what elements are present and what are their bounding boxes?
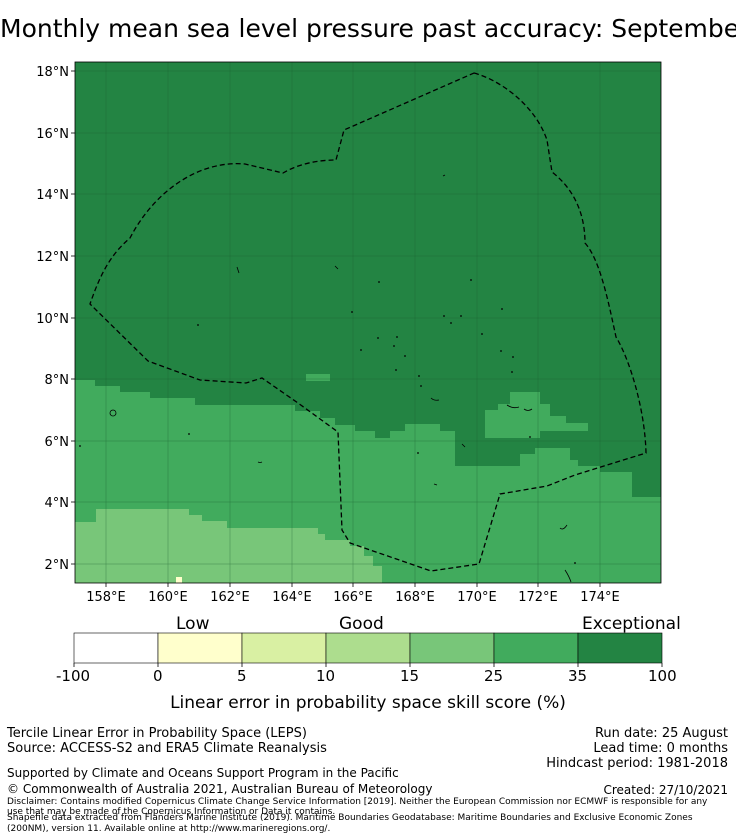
created-date: Created: 27/10/2021 (603, 783, 728, 797)
y-tick-label: 16°N (36, 127, 69, 142)
map-frame (74, 61, 662, 584)
disclaimer-line-1: Disclaimer: Contains modified Copernicus… (7, 797, 708, 807)
skill-band-15-25 (75, 509, 382, 583)
category-good: Good (339, 614, 384, 634)
x-tick-label: 170°E (457, 590, 497, 605)
x-tick-label: 160°E (148, 590, 188, 605)
x-tick-label: 174°E (580, 590, 620, 605)
skill-band-0-5-patch (176, 577, 182, 583)
colorbar-tick: 35 (568, 667, 588, 685)
x-tick-label: 168°E (395, 590, 435, 605)
colorbar-tick: 15 (400, 667, 420, 685)
skill-patch (306, 374, 330, 381)
colorbar-swatch (241, 632, 327, 664)
skill-band-25-35-east (485, 392, 588, 438)
colorbar (73, 632, 663, 667)
copyright: © Commonwealth of Australia 2021, Austra… (7, 782, 433, 796)
hindcast-period: Hindcast period: 1981-2018 (546, 756, 728, 771)
colorbar-tick: 5 (237, 667, 247, 685)
colorbar-swatch (493, 632, 579, 664)
product-name: Tercile Linear Error in Probability Spac… (7, 726, 307, 741)
eez-boundary (89, 72, 647, 572)
map-grid (75, 62, 661, 583)
y-tick-label: 18°N (36, 65, 69, 80)
category-low: Low (176, 614, 210, 634)
x-tick-label: 172°E (518, 590, 558, 605)
y-tick-label: 12°N (36, 250, 69, 265)
disclaimer-line-2: use that may be made of the Copernicus I… (7, 807, 336, 817)
islands (109, 174, 572, 583)
colorbar-swatch (409, 632, 495, 664)
colorbar-tick: 25 (484, 667, 504, 685)
data-source: Source: ACCESS-S2 and ERA5 Climate Reana… (7, 741, 327, 756)
skill-map (75, 62, 661, 583)
page-title: Monthly mean sea level pressure past acc… (0, 14, 736, 43)
colorbar-swatch (577, 632, 663, 664)
shapefile-line-2: (200NM), version 11. Available online at… (7, 824, 331, 834)
support-note: Supported by Climate and Oceans Support … (7, 766, 399, 780)
x-axis: 158°E 160°E 162°E 164°E 166°E 168°E 170°E 172°E… (86, 583, 620, 605)
y-tick-label: 14°N (36, 188, 69, 203)
category-exceptional: Exceptional (582, 614, 681, 634)
colorbar-swatch (73, 632, 159, 664)
y-tick-label: 8°N (45, 373, 70, 388)
run-date: Run date: 25 August (594, 726, 728, 741)
colorbar-swatch (157, 632, 243, 664)
x-tick-label: 162°E (210, 590, 250, 605)
colorbar-tick: 100 (648, 667, 677, 685)
y-tick-label: 4°N (45, 496, 70, 511)
shapefile-line-1: Shapefile data extracted from Flanders M… (7, 813, 693, 823)
colorbar-swatch (325, 632, 411, 664)
x-tick-label: 166°E (333, 590, 373, 605)
y-tick-label: 6°N (45, 435, 70, 450)
colorbar-label: Linear error in probability space skill … (170, 693, 566, 713)
colorbar-tick: 0 (153, 667, 163, 685)
y-axis: 18°N 16°N 14°N 12°N 10°N 8°N 6°N 4°N 2°N (36, 65, 75, 573)
colorbar-tick: 10 (316, 667, 336, 685)
lead-time: Lead time: 0 months (593, 741, 728, 756)
x-tick-label: 164°E (272, 590, 312, 605)
atolls (79, 279, 576, 564)
colorbar-tick: -100 (56, 667, 91, 685)
y-tick-label: 2°N (45, 558, 70, 573)
x-tick-label: 158°E (86, 590, 126, 605)
y-tick-label: 10°N (36, 312, 69, 327)
